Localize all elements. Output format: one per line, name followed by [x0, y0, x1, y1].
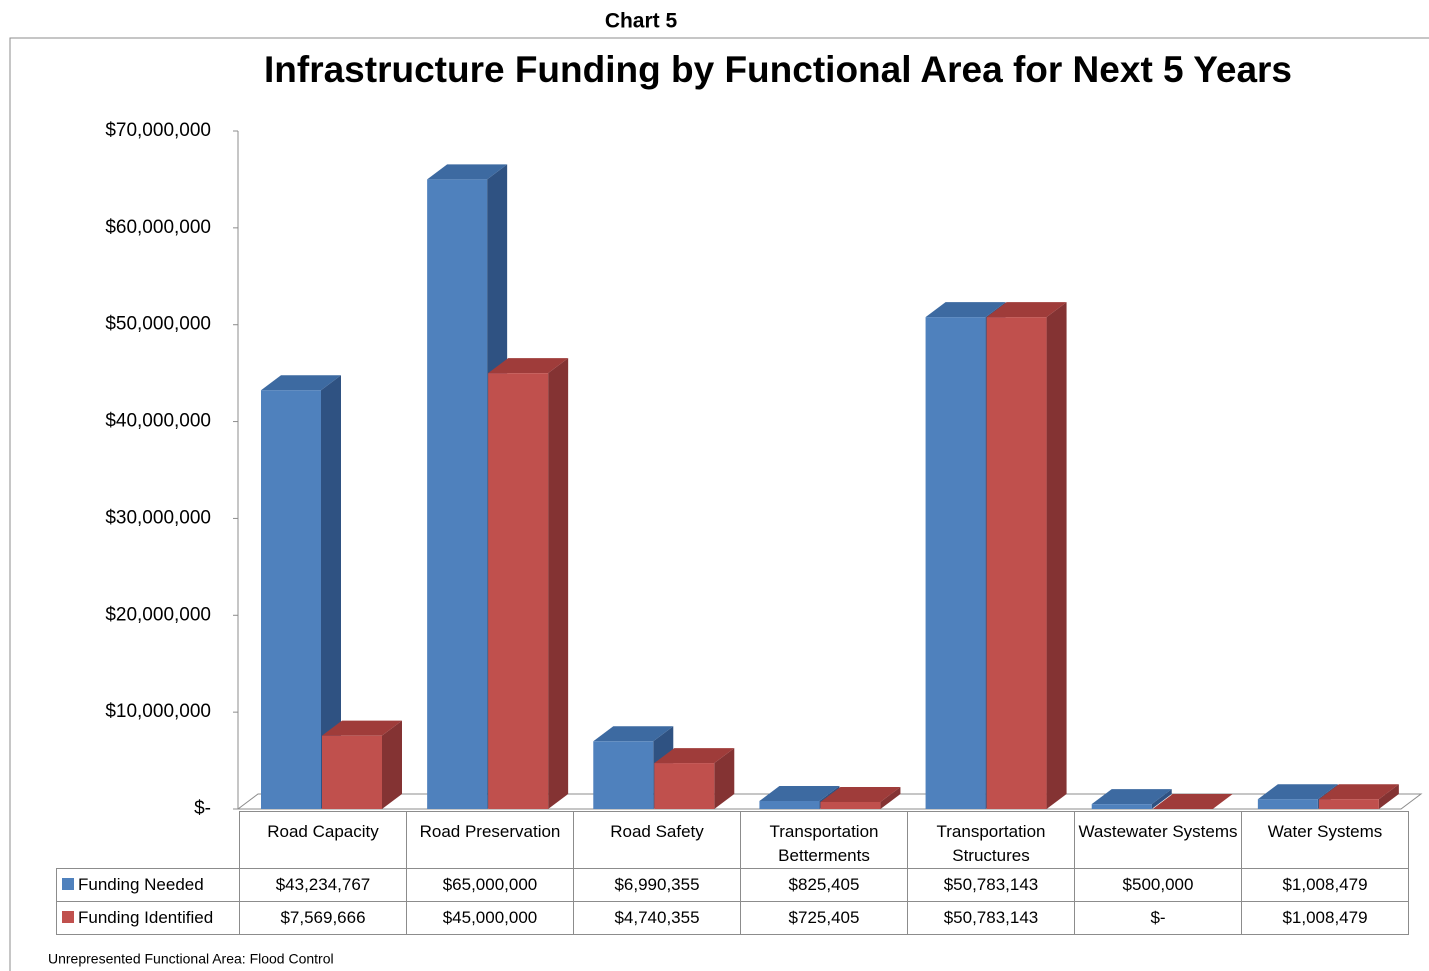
- bar: [1257, 799, 1318, 809]
- table-header: Road Capacity Road Preservation Road Safet…: [57, 811, 1409, 869]
- bar: [488, 373, 549, 809]
- bar-top: [322, 720, 402, 736]
- legend-label: Funding Identified: [78, 908, 214, 927]
- bar: [1091, 804, 1152, 809]
- bar: [593, 741, 654, 809]
- value-label: $6,990,355: [573, 868, 741, 902]
- y-tick-label: $10,000,000: [105, 701, 211, 722]
- bar-side: [1151, 789, 1172, 809]
- legend-entry: Funding Identified: [56, 901, 240, 935]
- value-label: $43,234,767: [239, 868, 407, 902]
- bar-top: [427, 164, 508, 180]
- table-corner: [57, 812, 240, 869]
- legend-swatch: [62, 911, 74, 923]
- bar: [261, 390, 321, 809]
- bar-top: [820, 786, 901, 802]
- bar-top: [986, 302, 1067, 318]
- bar-top: [1257, 784, 1338, 800]
- footnote: Unrepresented Functional Area: Flood Con…: [48, 951, 334, 967]
- table-row: Funding Needed $43,234,767 $65,000,000 $6,9…: [56, 868, 1409, 902]
- legend-swatch: [62, 878, 74, 890]
- bar-side: [714, 748, 735, 809]
- bar: [654, 763, 715, 809]
- value-label: $1,008,479: [1241, 868, 1409, 902]
- value-label: $4,740,355: [573, 901, 741, 935]
- value-label: $1,008,479: [1241, 901, 1409, 935]
- bar-side: [1046, 302, 1067, 809]
- value-label: $50,783,143: [907, 868, 1075, 902]
- bar-top: [488, 358, 569, 374]
- value-label: $825,405: [740, 868, 908, 902]
- table-row: Funding Identified $7,569,666 $45,000,000 $…: [56, 901, 1409, 935]
- bar: [759, 801, 820, 809]
- bar-side: [1378, 784, 1399, 809]
- category-label: Wastewater Systems: [1074, 811, 1242, 869]
- y-tick-label: $50,000,000: [105, 314, 211, 335]
- chart-title: Infrastructure Funding by Functional Are…: [264, 49, 1292, 90]
- category-label: Transportation Structures: [907, 811, 1075, 869]
- y-tick-label: $60,000,000: [105, 217, 211, 238]
- value-label: $-: [1074, 901, 1242, 935]
- value-label: $45,000,000: [406, 901, 574, 935]
- bar-top: [1152, 794, 1233, 809]
- bar: [820, 801, 881, 809]
- value-label: $500,000: [1074, 868, 1242, 902]
- bar-top: [261, 375, 341, 391]
- category-label: Road Capacity: [239, 811, 407, 869]
- y-tick-label: $40,000,000: [105, 411, 211, 432]
- category-label: Road Safety: [573, 811, 741, 869]
- bar-side: [548, 358, 569, 809]
- value-label: $7,569,666: [239, 901, 407, 935]
- bar-side: [321, 375, 341, 809]
- bar-top: [593, 726, 674, 742]
- y-tick-label: $70,000,000: [105, 120, 211, 141]
- legend-label: Funding Needed: [78, 875, 204, 894]
- bar-top: [1091, 789, 1172, 805]
- y-tick-label: $20,000,000: [105, 604, 211, 625]
- bar-top: [1318, 784, 1399, 800]
- value-label: $65,000,000: [406, 868, 574, 902]
- bar-top: [925, 302, 1006, 318]
- value-label: $50,783,143: [907, 901, 1075, 935]
- y-tick-label: $30,000,000: [105, 507, 211, 528]
- bar: [1318, 799, 1379, 809]
- category-label: Water Systems: [1241, 811, 1409, 869]
- data-table: Road Capacity Road Preservation Road Safet…: [56, 811, 1409, 935]
- y-tick-label: $-: [194, 798, 211, 819]
- bar: [322, 735, 382, 809]
- bar: [427, 179, 488, 809]
- category-label: Transportation Betterments: [740, 811, 908, 869]
- bar-side: [382, 720, 402, 809]
- bar-top: [654, 748, 735, 764]
- value-label: $725,405: [740, 901, 908, 935]
- legend-entry: Funding Needed: [56, 868, 240, 902]
- bar: [986, 317, 1047, 809]
- bar-side: [880, 786, 901, 809]
- chart-border: [9, 37, 1429, 971]
- bar-top: [759, 786, 840, 802]
- category-label: Road Preservation: [406, 811, 574, 869]
- chart-label: Chart 5: [605, 10, 678, 33]
- bar: [925, 317, 986, 809]
